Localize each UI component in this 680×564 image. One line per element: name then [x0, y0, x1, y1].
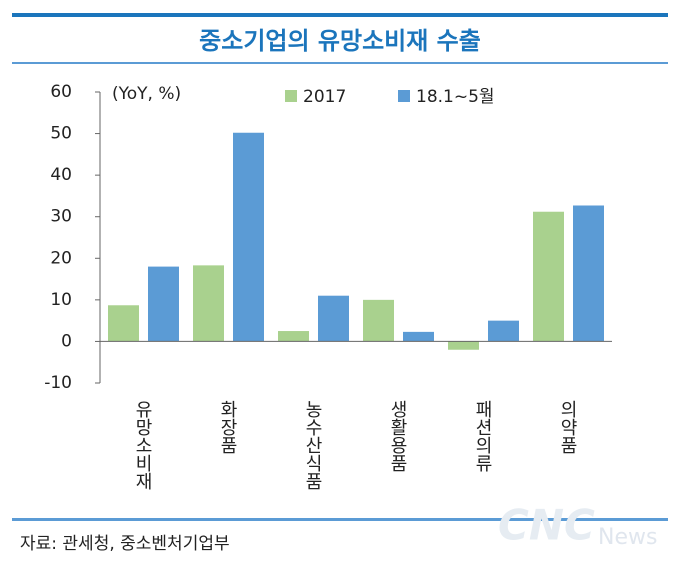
y-tick-label: 10 — [50, 290, 72, 310]
chart-title: 중소기업의 유망소비재 수출 — [199, 27, 481, 55]
x-tick-label: 유망소비재 — [132, 400, 153, 490]
bar — [278, 331, 309, 342]
legend-swatch — [285, 90, 297, 102]
y-tick-label: 40 — [50, 165, 72, 185]
bar — [148, 266, 179, 342]
y-axis-label: (YoY, %) — [112, 84, 181, 104]
bar — [533, 211, 564, 342]
x-tick-label: 화장품 — [217, 400, 238, 454]
bar — [448, 341, 479, 350]
bar — [318, 295, 349, 342]
bar — [488, 320, 519, 342]
x-tick-label: 농수산식품 — [302, 400, 323, 490]
legend-label: 18.1~5월 — [416, 87, 495, 107]
x-tick-label: 의약품 — [557, 400, 578, 454]
title-rule-top — [12, 13, 668, 17]
footer-rule — [12, 518, 668, 521]
y-tick-label: 30 — [50, 207, 72, 227]
legend-label: 2017 — [303, 87, 346, 107]
bar — [193, 265, 224, 342]
bar — [363, 299, 394, 342]
watermark: News — [598, 525, 657, 550]
y-tick-label: 20 — [50, 248, 72, 268]
bar — [403, 331, 434, 342]
y-tick-label: 60 — [50, 82, 72, 102]
source: 자료: 관세청, 중소벤처기업부 — [20, 534, 230, 554]
y-tick-label: 0 — [61, 331, 72, 351]
y-tick-label: 50 — [50, 124, 72, 144]
watermark: CNC — [498, 501, 595, 550]
x-tick-label: 생활용품 — [387, 400, 408, 472]
legend-swatch — [398, 90, 410, 102]
bar — [573, 205, 604, 342]
y-tick-label: -10 — [44, 373, 72, 393]
title-rule-bottom — [12, 62, 668, 64]
bar — [108, 305, 139, 342]
bar — [233, 132, 264, 342]
x-tick-label: 패션의류 — [472, 400, 493, 472]
